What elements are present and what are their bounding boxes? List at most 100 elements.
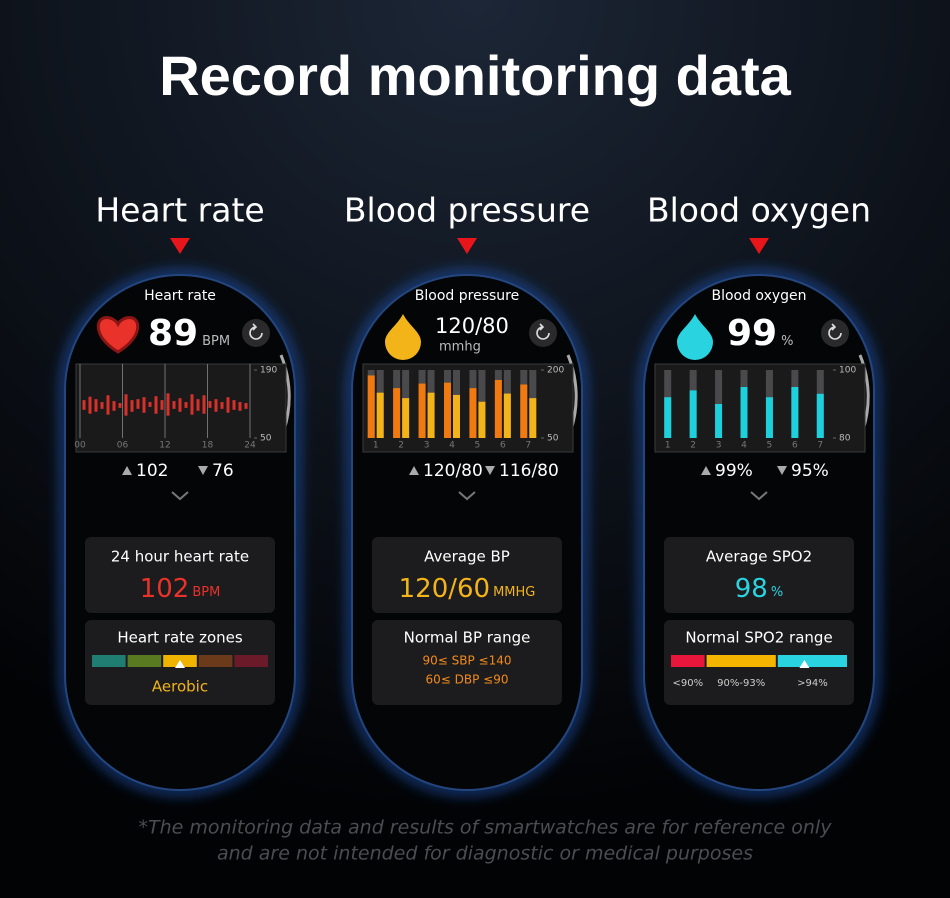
- x-tick-label: 12: [159, 441, 170, 451]
- y-tick-label: 100: [839, 366, 856, 376]
- card: [664, 537, 854, 613]
- main-value: 99: [727, 313, 777, 354]
- bar: [765, 397, 773, 438]
- zone-segment: [92, 655, 126, 667]
- footer: *The monitoring data and results of smar…: [139, 817, 833, 839]
- hr-range-bar: [172, 401, 176, 409]
- screen-title: Heart rate: [144, 288, 216, 304]
- hr-range-bar: [214, 399, 218, 412]
- hr-range-bar: [166, 393, 170, 416]
- drop-icon: [385, 314, 421, 360]
- zone-label: >94%: [797, 678, 828, 689]
- hr-range-bar: [226, 397, 230, 413]
- heart-icon: [96, 316, 140, 354]
- bar: [418, 383, 426, 438]
- pointer-triangle: [457, 238, 477, 254]
- hr-range-bar: [178, 398, 182, 412]
- up-triangle: [701, 466, 711, 475]
- chevron: [750, 491, 768, 501]
- bar: [715, 404, 723, 438]
- y-tick-label: 50: [260, 434, 272, 444]
- main-value: 89: [148, 313, 198, 354]
- card-title: Normal SPO2 range: [685, 629, 832, 647]
- refresh-button[interactable]: [242, 319, 270, 347]
- zone-segment: [777, 655, 847, 667]
- refresh-icon: [249, 323, 263, 340]
- hr-range-bar: [184, 402, 188, 408]
- hr-range-bar: [124, 394, 128, 416]
- range-line: 60≤ DBP ≤90: [426, 673, 509, 687]
- card-unit: %: [771, 585, 783, 600]
- zone-segment: [127, 655, 162, 667]
- hr-range-bar: [154, 396, 158, 414]
- chart-box: [654, 363, 866, 453]
- down-triangle: [777, 466, 787, 475]
- y-tick-label: 190: [260, 366, 277, 376]
- page-title: Record monitoring data: [159, 44, 791, 107]
- hr-range-bar: [148, 402, 152, 407]
- refresh-icon: [536, 323, 550, 340]
- hr-range-bar: [136, 399, 140, 409]
- max-value: 120/80: [423, 461, 483, 481]
- bar: [520, 384, 528, 438]
- x-tick-label: 3: [424, 441, 430, 451]
- card-title: Average SPO2: [706, 548, 812, 566]
- hr-range-bar: [160, 400, 164, 410]
- up-triangle: [122, 466, 132, 475]
- card-unit: MMHG: [493, 585, 535, 600]
- card: [85, 537, 275, 613]
- y-tick-label: 80: [839, 434, 851, 444]
- card: [372, 537, 562, 613]
- panel-heading: Blood oxygen: [647, 191, 871, 230]
- x-tick-label: 00: [74, 441, 86, 451]
- hr-range-bar: [88, 396, 92, 414]
- bar: [376, 392, 384, 438]
- zone-segment: [234, 655, 268, 667]
- card-title: Heart rate zones: [117, 629, 243, 647]
- bar: [740, 387, 748, 438]
- x-tick-label: 3: [716, 441, 722, 451]
- pointer-triangle: [170, 238, 190, 254]
- card-value: 120/60: [399, 574, 490, 604]
- x-tick-label: 7: [817, 441, 823, 451]
- hr-range-bar: [106, 395, 110, 415]
- bar: [444, 382, 451, 438]
- card: [372, 620, 562, 705]
- main-value: 99%: [727, 313, 793, 354]
- x-tick-label: 06: [117, 441, 129, 451]
- bar: [503, 393, 511, 438]
- down-triangle: [485, 466, 495, 475]
- screen-title: Blood oxygen: [711, 288, 806, 304]
- zone-pointer: [175, 660, 185, 668]
- bar: [469, 388, 477, 438]
- min-value: 116/80: [499, 461, 559, 481]
- panel: Heart rate Heart rate 89 BPM 50 190 00 06 12 18 24…: [61, 191, 299, 794]
- refresh-button[interactable]: [529, 319, 557, 347]
- hr-range-bar: [112, 401, 116, 411]
- panel: Blood oxygen Blood oxygen 99 % 80 100 1 2 3 4 5 6 7 9…: [640, 191, 878, 794]
- bar: [427, 392, 435, 438]
- hr-range-bar: [208, 401, 212, 408]
- panel: Blood pressure Blood pressure 120/80 mmhg 50…: [344, 191, 590, 794]
- hr-range-bar: [232, 400, 236, 410]
- card-title: Average BP: [424, 548, 510, 566]
- hr-range-bar: [190, 394, 194, 415]
- chevron: [171, 491, 189, 501]
- x-tick-label: 7: [525, 441, 531, 451]
- min-value: 95%: [791, 461, 829, 481]
- zone-pointer: [799, 660, 810, 668]
- main-unit: mmhg: [439, 340, 481, 355]
- refresh-button[interactable]: [821, 319, 849, 347]
- x-tick-label: 1: [373, 441, 379, 451]
- x-tick-label: 6: [500, 441, 506, 451]
- hr-range-bar: [220, 402, 224, 409]
- pointer-triangle: [749, 238, 769, 254]
- bar: [791, 387, 799, 438]
- bar: [494, 379, 502, 438]
- x-tick-label: 5: [767, 441, 773, 451]
- card-value: 102: [140, 574, 190, 604]
- bar: [453, 394, 460, 438]
- hr-range-bar: [82, 400, 86, 410]
- footer: and are not intended for diagnostic or m…: [217, 843, 753, 865]
